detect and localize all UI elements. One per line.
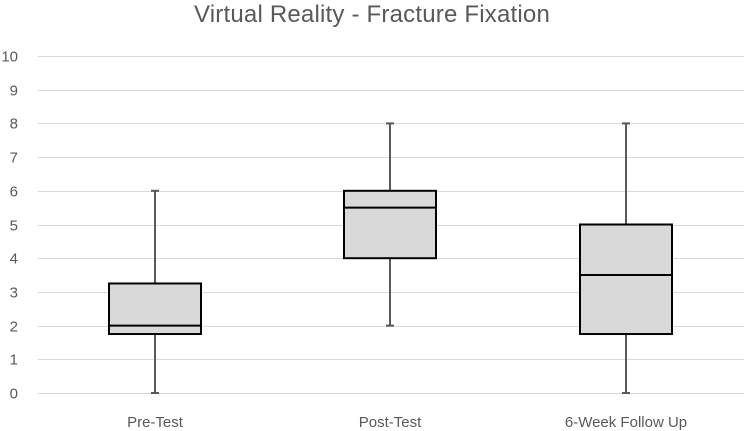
y-tick-label: 9 <box>10 83 18 100</box>
y-tick-label: 4 <box>10 251 18 268</box>
x-tick-label: 6-Week Follow Up <box>565 414 687 431</box>
y-tick-label: 7 <box>10 150 18 167</box>
y-tick-label: 10 <box>1 49 18 66</box>
x-tick-label: Post-Test <box>359 414 422 431</box>
y-tick-label: 5 <box>10 218 18 235</box>
y-tick-label: 1 <box>10 352 18 369</box>
y-tick-label: 0 <box>10 386 18 403</box>
y-tick-label: 6 <box>10 184 18 201</box>
y-tick-label: 8 <box>10 116 18 133</box>
y-tick-label: 3 <box>10 285 18 302</box>
y-tick-label: 2 <box>10 319 18 336</box>
x-tick-label: Pre-Test <box>127 414 184 431</box>
box <box>579 223 673 336</box>
chart-title: Virtual Reality - Fracture Fixation <box>193 1 550 28</box>
box <box>343 189 437 260</box>
